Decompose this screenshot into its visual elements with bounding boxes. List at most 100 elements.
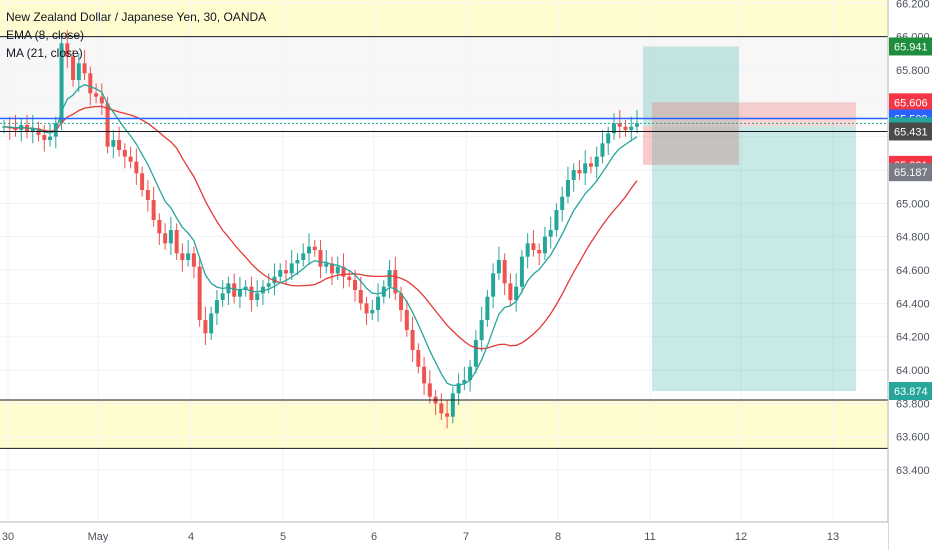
candle-body — [220, 293, 225, 301]
candle — [335, 256, 340, 281]
candle — [399, 286, 404, 322]
candle-body — [203, 320, 208, 334]
time-axis[interactable]: 30 May 4 5 6 7 8 11 12 13 — [0, 521, 888, 550]
candle-body — [168, 230, 173, 244]
candle-body — [445, 413, 450, 417]
candle — [617, 109, 622, 139]
candle-body — [306, 246, 311, 254]
time-tick-label: 11 — [644, 531, 655, 543]
candle — [410, 316, 415, 362]
price-axis[interactable]: 66.40066.20066.00065.80065.60065.40065.2… — [887, 0, 932, 550]
highlight-zones — [0, 0, 888, 449]
ma-legend[interactable]: MA (21, close) — [6, 46, 83, 60]
candle-body — [583, 163, 588, 174]
symbol-title[interactable]: New Zealand Dollar / Japanese Yen, 30, O… — [6, 10, 267, 24]
candle-body — [537, 250, 542, 254]
candle-body — [439, 403, 444, 414]
candle — [53, 116, 58, 149]
candle — [203, 306, 208, 346]
candle — [600, 129, 605, 164]
candle-body — [134, 161, 139, 174]
price-axis-bg — [888, 0, 932, 550]
candle — [341, 253, 346, 289]
ema-legend[interactable]: EMA (8, close) — [6, 28, 85, 42]
candle-body — [491, 273, 496, 297]
candle-body — [588, 163, 593, 167]
time-tick-label: 7 — [463, 531, 469, 543]
candle — [128, 146, 133, 169]
candle-body — [163, 233, 168, 244]
price-tick-label: 63.600 — [896, 432, 930, 444]
candle-body — [260, 286, 265, 294]
candle — [186, 240, 191, 267]
candle — [462, 366, 467, 391]
candle-body — [140, 173, 145, 191]
candle — [163, 223, 168, 251]
price-label-bg — [889, 122, 932, 141]
candle-body — [191, 253, 196, 267]
time-tick-label: 8 — [555, 531, 561, 543]
candle-body — [410, 330, 415, 351]
candle — [376, 283, 381, 322]
candle-body — [59, 43, 64, 124]
candle — [19, 118, 24, 142]
candle — [468, 360, 473, 392]
candle — [249, 276, 254, 312]
candle-body — [324, 263, 329, 267]
candle — [629, 116, 634, 142]
candle-body — [82, 63, 87, 74]
candle-body — [197, 266, 202, 321]
candle — [594, 146, 599, 179]
candle — [157, 213, 162, 246]
candle — [491, 263, 496, 309]
candle — [571, 163, 576, 192]
price-tick-label: 64.200 — [896, 332, 930, 344]
time-axis-bg — [0, 522, 888, 550]
candle-body — [514, 286, 519, 301]
grey-band — [0, 36, 888, 119]
candle-body — [289, 263, 294, 274]
candle-body — [393, 270, 398, 294]
horizontal-lines[interactable] — [0, 36, 888, 449]
candle-body — [65, 43, 70, 57]
candle-body — [404, 310, 409, 331]
candle-body — [531, 243, 536, 251]
candle — [140, 166, 145, 197]
candle-body — [450, 393, 455, 417]
candle — [278, 263, 283, 284]
candle-body — [565, 180, 570, 197]
candle-body — [278, 270, 283, 277]
candle-body — [399, 293, 404, 311]
candle-body — [180, 253, 185, 261]
candle-body — [571, 170, 576, 181]
candle-body — [496, 260, 501, 274]
candle-body — [629, 126, 634, 130]
candle-body — [364, 303, 369, 314]
candle — [416, 343, 421, 374]
candle — [565, 166, 570, 204]
time-tick-label: 4 — [188, 531, 194, 543]
candle — [99, 83, 104, 115]
candle — [71, 49, 76, 87]
candle — [623, 119, 628, 137]
candle-body — [508, 283, 513, 301]
price-label: 65.606 — [889, 93, 932, 112]
candle — [347, 270, 352, 287]
candle — [473, 330, 478, 374]
candle — [450, 386, 455, 424]
price-tick-label: 64.000 — [896, 365, 930, 377]
candle-body — [111, 139, 116, 147]
candle — [364, 296, 369, 326]
candle-body — [468, 366, 473, 381]
position-tool[interactable] — [643, 46, 856, 392]
price-label-bg — [889, 382, 932, 401]
candle-body — [122, 149, 127, 157]
candle — [151, 186, 156, 227]
candle-body — [226, 283, 231, 294]
price-label-text: 65.941 — [894, 41, 928, 53]
candle-body — [249, 286, 254, 301]
candle — [508, 273, 513, 307]
price-tick-label: 66.200 — [896, 0, 930, 10]
candle-body — [283, 270, 288, 274]
